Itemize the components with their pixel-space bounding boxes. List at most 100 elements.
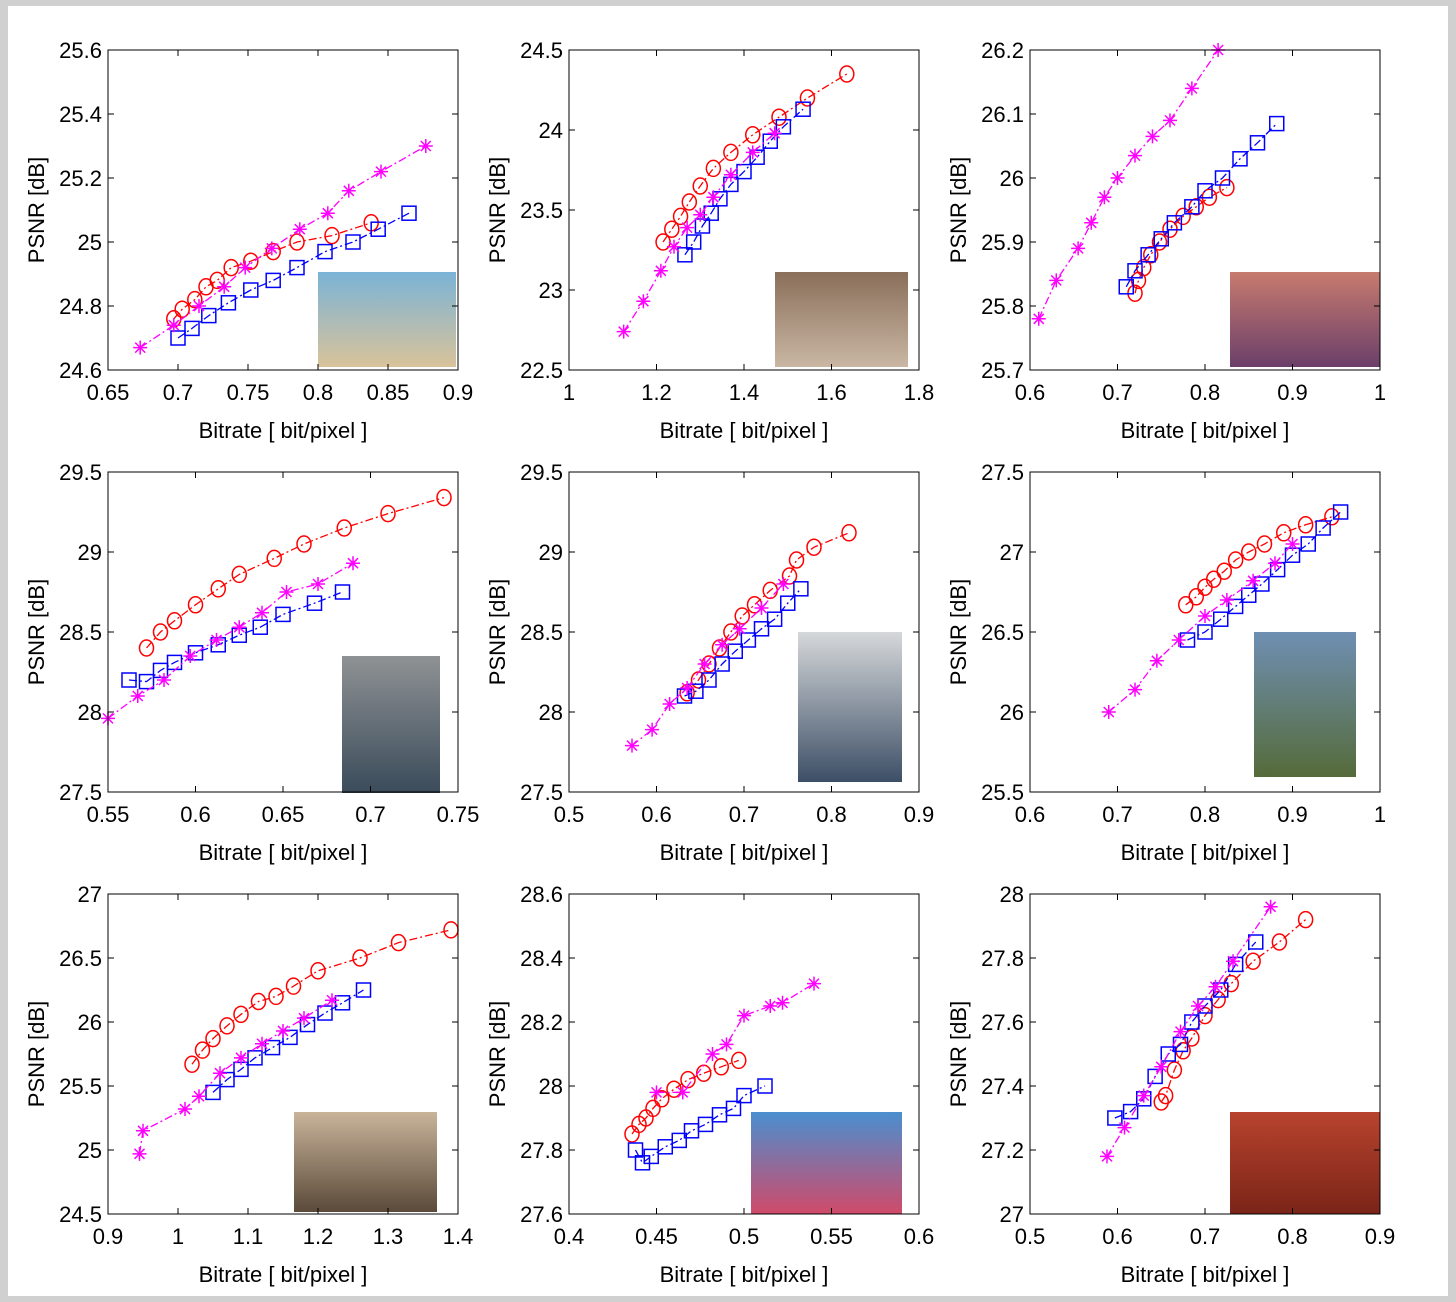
x-tick-label: 0.7: [729, 802, 760, 827]
marker-star: [325, 993, 339, 1007]
y-tick-label: 24.5: [59, 1202, 102, 1227]
inset-image: [294, 1112, 437, 1212]
y-tick-label: 25: [78, 1138, 102, 1163]
x-tick-label: 0.6: [1015, 380, 1046, 405]
marker-star: [667, 240, 681, 254]
y-tick-label: 25.4: [59, 102, 102, 127]
x-tick-label: 0.4: [554, 1224, 585, 1249]
marker-star: [1032, 312, 1046, 326]
marker-star: [645, 723, 659, 737]
marker-star: [213, 1066, 227, 1080]
marker-star: [157, 673, 171, 687]
marker-star: [650, 1085, 664, 1099]
marker-star: [680, 221, 694, 235]
y-tick-label: 24.5: [520, 38, 563, 63]
x-tick-label: 0.5: [554, 802, 585, 827]
x-tick-label: 0.85: [367, 380, 410, 405]
inset-image: [318, 272, 456, 367]
y-tick-label: 28.5: [59, 620, 102, 645]
marker-star: [698, 657, 712, 671]
marker-star: [715, 638, 729, 652]
marker-star: [706, 190, 720, 204]
y-axis-label: PSNR [dB]: [485, 157, 510, 263]
marker-star: [663, 697, 677, 711]
x-tick-label: 0.65: [87, 380, 130, 405]
y-axis-label: PSNR [dB]: [946, 1001, 971, 1107]
y-tick-label: 28.4: [520, 946, 563, 971]
y-tick-label: 29: [78, 540, 102, 565]
y-tick-label: 27.2: [981, 1138, 1024, 1163]
x-tick-label: 0.9: [1365, 1224, 1396, 1249]
marker-star: [265, 241, 279, 255]
marker-star: [178, 1102, 192, 1116]
y-tick-label: 25.6: [59, 38, 102, 63]
marker-star: [1146, 129, 1160, 143]
y-tick-label: 26: [1000, 166, 1024, 191]
marker-star: [210, 633, 224, 647]
y-tick-label: 25.5: [59, 1074, 102, 1099]
inset-image: [342, 656, 440, 793]
y-tick-label: 23.5: [520, 198, 563, 223]
x-tick-label: 0.7: [163, 380, 194, 405]
y-tick-label: 27.8: [520, 1138, 563, 1163]
x-tick-label: 1: [1374, 380, 1386, 405]
y-tick-label: 26: [1000, 700, 1024, 725]
marker-star: [1172, 633, 1186, 647]
y-tick-label: 27.5: [59, 780, 102, 805]
marker-star: [1286, 537, 1300, 551]
x-tick-label: 1.2: [641, 380, 672, 405]
x-axis-label: Bitrate [ bit/pixel ]: [660, 418, 829, 443]
y-tick-label: 22.5: [520, 358, 563, 383]
y-tick-label: 25: [78, 230, 102, 255]
y-axis-label: PSNR [dB]: [485, 579, 510, 685]
y-tick-label: 28.6: [520, 882, 563, 907]
x-tick-label: 1.6: [816, 380, 847, 405]
marker-star: [1118, 1121, 1132, 1135]
marker-star: [680, 681, 694, 695]
marker-star: [1128, 149, 1142, 163]
x-tick-label: 0.6: [1102, 1224, 1133, 1249]
marker-star: [625, 739, 639, 753]
marker-star: [311, 577, 325, 591]
x-tick-label: 0.5: [729, 1224, 760, 1249]
y-tick-label: 24.6: [59, 358, 102, 383]
marker-star: [1154, 1060, 1168, 1074]
y-tick-label: 28: [1000, 882, 1024, 907]
marker-star: [654, 264, 668, 278]
x-tick-label: 0.6: [180, 802, 211, 827]
marker-star: [1163, 113, 1177, 127]
marker-star: [724, 168, 738, 182]
marker-star: [1246, 574, 1260, 588]
marker-star: [776, 996, 790, 1010]
y-tick-label: 26.5: [59, 946, 102, 971]
x-tick-label: 0.5: [1015, 1224, 1046, 1249]
y-axis-label: PSNR [dB]: [24, 579, 49, 685]
inset-image: [751, 1112, 902, 1214]
marker-star: [776, 577, 790, 591]
x-tick-label: 1.4: [729, 380, 760, 405]
x-tick-label: 1: [1374, 802, 1386, 827]
y-tick-label: 25.9: [981, 230, 1024, 255]
marker-star: [676, 1085, 690, 1099]
y-tick-label: 27: [1000, 1202, 1024, 1227]
y-axis-label: PSNR [dB]: [24, 157, 49, 263]
x-tick-label: 0.8: [816, 802, 847, 827]
marker-star: [733, 622, 747, 636]
marker-star: [234, 1051, 248, 1065]
y-tick-label: 26.5: [981, 620, 1024, 645]
marker-star: [636, 294, 650, 308]
marker-star: [755, 601, 769, 615]
marker-star: [276, 1024, 290, 1038]
marker-star: [617, 325, 631, 339]
x-tick-label: 1: [563, 380, 575, 405]
marker-star: [1049, 273, 1063, 287]
x-tick-label: 0.9: [93, 1224, 124, 1249]
marker-star: [1111, 171, 1125, 185]
x-tick-label: 0.8: [1277, 1224, 1308, 1249]
inset-image: [1230, 272, 1380, 367]
marker-star: [1150, 654, 1164, 668]
y-tick-label: 25.2: [59, 166, 102, 191]
marker-star: [217, 280, 231, 294]
x-axis-label: Bitrate [ bit/pixel ]: [199, 418, 368, 443]
marker-star: [1100, 1149, 1114, 1163]
